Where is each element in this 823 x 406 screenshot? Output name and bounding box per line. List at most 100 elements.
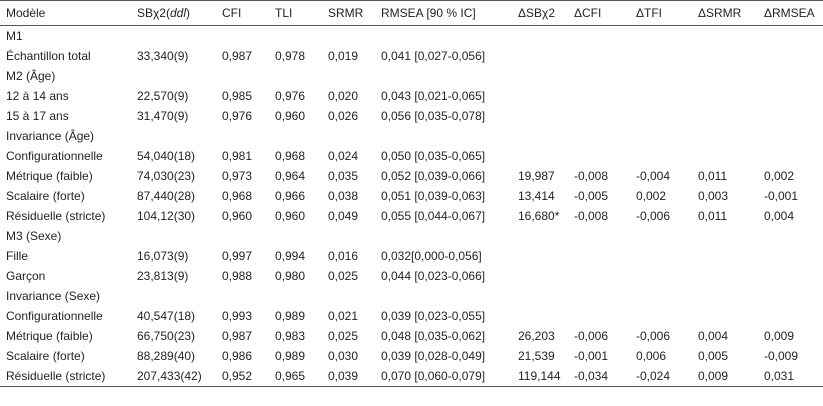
cell: 33,340(9) [137,49,189,63]
cell: 23,813(9) [137,269,189,283]
empty-cell [692,86,758,106]
row-label: Invariance (Âge) [6,129,95,143]
empty-cell [758,266,823,286]
empty-cell [758,246,823,266]
cell: -0,004 [636,169,671,183]
cell: 0,025 [328,329,359,343]
cell: 0,004 [764,209,795,223]
cell: 0,055 [0,044-0,067] [381,209,486,223]
cell: 0,041 [0,027-0,056] [381,49,486,63]
header-cell: ΔTFI [630,0,692,26]
empty-cell [630,46,692,66]
empty-cell [758,146,823,166]
cell: 0,004 [698,329,729,343]
cell: 16,073(9) [137,249,189,263]
empty-cell [568,46,630,66]
empty-cell [568,306,630,326]
header-cell: ΔCFI [568,0,630,26]
cell: -0,001 [764,189,799,203]
cell: 16,680* [518,209,560,223]
row-label: Métrique (faible) [6,329,93,343]
row-label: Configurationnelle [6,309,103,323]
header-cell: Modèle [0,0,131,26]
cell: -0,024 [636,369,671,383]
cell: 0,960 [275,209,306,223]
cell: 0,030 [328,349,359,363]
cell: 0,009 [698,369,729,383]
cell: 0,985 [222,89,253,103]
row-label: 15 à 17 ans [6,109,69,123]
header-text: ) [186,6,190,20]
empty-cell [512,106,568,126]
header-cell: SRMR [322,0,375,26]
row-label: Résiduelle (stricte) [6,369,106,383]
row-label: Invariance (Sexe) [6,289,101,303]
row-label: 12 à 14 ans [6,89,69,103]
cell: 0,050 [0,035-0,065] [381,149,486,163]
empty-cell [568,86,630,106]
cell: 54,040(18) [137,149,196,163]
table-row: Échantillon total 33,340(9) 0,987 0,978 0,01… [0,46,823,66]
cell: 0,983 [275,329,306,343]
cell: 0,020 [328,89,359,103]
cell: 40,547(18) [137,309,196,323]
empty-cell [512,46,568,66]
empty-cell [568,246,630,266]
header-cell: ΔSRMR [692,0,758,26]
empty-cell [630,146,692,166]
cell: 0,988 [222,269,253,283]
empty-cell [758,106,823,126]
cell: 87,440(28) [137,189,196,203]
empty-cell [630,106,692,126]
row-label: Garçon [6,269,46,283]
cell: 13,414 [518,189,555,203]
cell: 0,031 [764,369,795,383]
cell: 0,002 [764,169,795,183]
empty-cell [692,266,758,286]
cell: -0,006 [636,329,671,343]
cell: 0,968 [222,189,253,203]
header-cell: CFI [216,0,269,26]
cell: 0,026 [328,109,359,123]
cell: 0,039 [0,023-0,055] [381,309,486,323]
empty-cell [630,266,692,286]
cell: 0,986 [222,349,253,363]
cell: 0,980 [275,269,306,283]
header-cell: ΔSBχ2 [512,0,568,26]
row-label: M1 [6,29,23,43]
cell: 0,039 [0,028-0,049] [381,349,486,363]
empty-cell [512,86,568,106]
cell: 0,966 [275,189,306,203]
empty-cell [568,146,630,166]
cell: 0,005 [698,349,729,363]
cell: 19,987 [518,169,555,183]
cell: 0,960 [222,209,253,223]
header-cell: ΔRMSEA [758,0,823,26]
empty-cell [630,246,692,266]
cell: 104,12(30) [137,209,196,223]
table-row: Configurationnelle 40,547(18) 0,993 0,989 0,… [0,306,823,326]
cell: -0,034 [574,369,609,383]
table-row: Configurationnelle 54,040(18) 0,981 0,968 0,… [0,146,823,166]
cell: -0,005 [574,189,609,203]
table-row: 15 à 17 ans 31,470(9) 0,976 0,960 0,026 0,056… [0,106,823,126]
empty-cell [692,246,758,266]
table-row: Invariance (Sexe) [0,286,823,306]
empty-cell [692,306,758,326]
cell: 0,981 [222,149,253,163]
row-label: Fille [6,249,29,263]
cell: 0,976 [275,89,306,103]
cell: 0,009 [764,329,795,343]
cell: 0,993 [222,309,253,323]
table-row: Fille 16,073(9) 0,997 0,994 0,016 0,032[0,000… [0,246,823,266]
cell: 0,048 [0,035-0,062] [381,329,486,343]
cell: 0,968 [275,149,306,163]
cell: 0,997 [222,249,253,263]
empty-cell [692,146,758,166]
empty-cell [512,146,568,166]
empty-cell [568,106,630,126]
fit-table: Modèle SBχ2(ddl) CFI TLI SRMR RMSEA [90 % IC]… [0,0,823,387]
empty-cell [758,86,823,106]
empty-cell [512,246,568,266]
